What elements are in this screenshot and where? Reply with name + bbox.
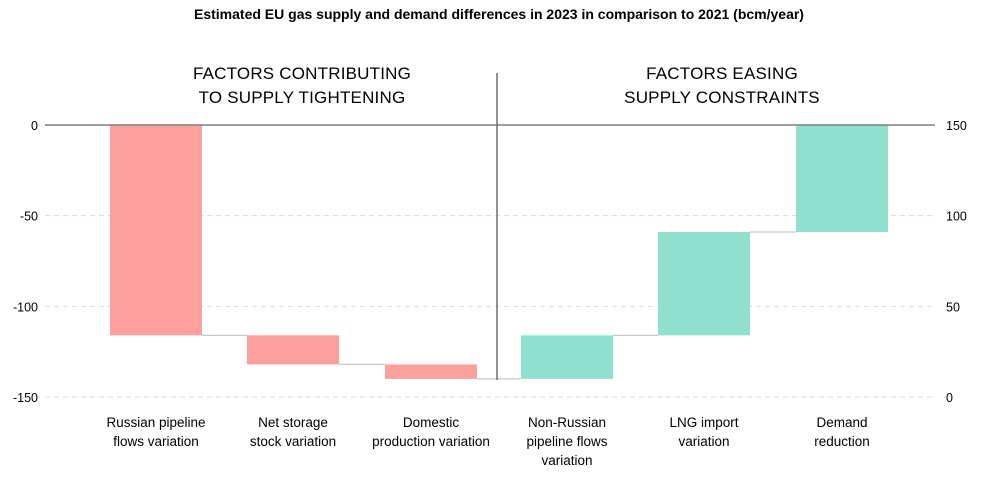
category-label: Russian pipeline: [106, 415, 205, 430]
section-heading-tightening: FACTORS CONTRIBUTING TO SUPPLY TIGHTENIN…: [152, 62, 452, 110]
left-axis-tick-label: -150: [13, 391, 38, 405]
section-heading-line: FACTORS EASING: [646, 64, 798, 83]
right-axis-tick-label: 0: [946, 391, 953, 405]
left-axis-tick-label: -100: [13, 300, 38, 314]
waterfall-bar: [110, 125, 202, 336]
category-label: production variation: [372, 434, 490, 449]
category-label: reduction: [814, 434, 870, 449]
section-heading-line: FACTORS CONTRIBUTING: [192, 64, 412, 83]
chart-title: Estimated EU gas supply and demand diffe…: [194, 6, 804, 22]
waterfall-bar: [247, 335, 339, 365]
category-label: Non-Russian: [528, 415, 606, 430]
category-label: flows variation: [113, 434, 199, 449]
category-label: variation: [541, 453, 592, 468]
left-axis-tick-label: -50: [20, 210, 38, 224]
right-axis-tick-label: 100: [946, 210, 967, 224]
waterfall-bar: [658, 231, 750, 336]
section-heading-line: TO SUPPLY TIGHTENING: [198, 88, 406, 107]
left-axis-tick-label: 0: [31, 119, 38, 133]
section-heading-line: SUPPLY CONSTRAINTS: [624, 88, 820, 107]
category-label: variation: [678, 434, 729, 449]
category-label: pipeline flows: [526, 434, 607, 449]
section-heading-easing: FACTORS EASING SUPPLY CONSTRAINTS: [572, 62, 872, 110]
right-axis-tick-label: 50: [946, 300, 960, 314]
waterfall-bar: [385, 364, 477, 379]
category-label: Net storage: [258, 415, 328, 430]
category-label: Domestic: [403, 415, 460, 430]
category-label: LNG import: [669, 415, 738, 430]
category-label: Demand: [816, 415, 867, 430]
right-axis-tick-label: 150: [946, 119, 967, 133]
waterfall-bar: [521, 335, 613, 379]
waterfall-bar: [796, 125, 888, 232]
category-label: stock variation: [250, 434, 336, 449]
